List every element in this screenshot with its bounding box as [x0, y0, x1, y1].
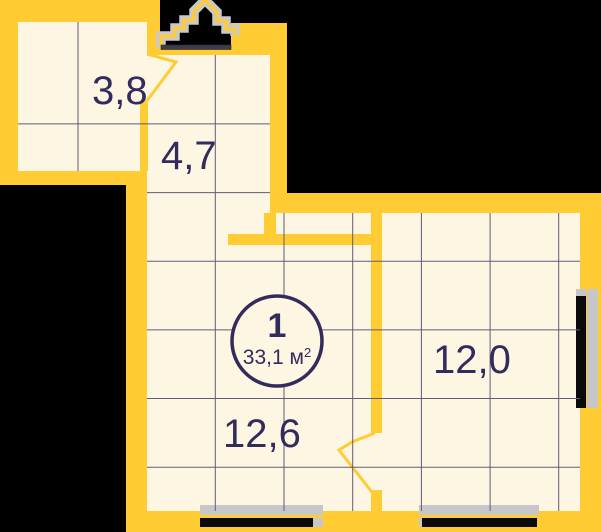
- svg-text:4,7: 4,7: [161, 134, 217, 178]
- svg-text:1: 1: [268, 307, 287, 345]
- svg-text:33,1 м2: 33,1 м2: [243, 345, 311, 370]
- svg-text:12,6: 12,6: [223, 412, 301, 456]
- svg-text:3,8: 3,8: [92, 69, 148, 113]
- svg-text:12,0: 12,0: [433, 338, 511, 382]
